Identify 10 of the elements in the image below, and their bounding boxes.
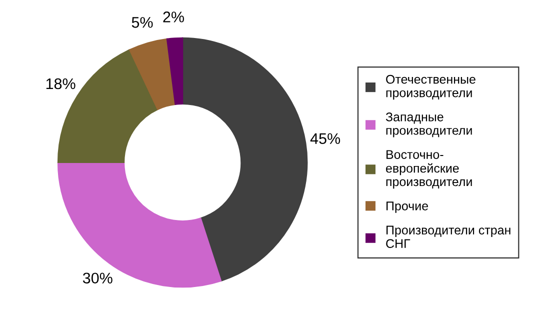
legend-label: Западные производители	[386, 112, 472, 138]
data-label: 2%	[163, 12, 184, 22]
data-label: 18%	[46, 78, 76, 90]
data-label: 30%	[82, 272, 112, 284]
legend-label: Восточно- европейские производители	[386, 150, 472, 189]
legend-label: Производители стран СНГ	[386, 226, 510, 248]
legend-label: Отечественные производители	[386, 74, 476, 100]
data-label: 5%	[132, 17, 153, 28]
legend-label: Прочие	[386, 202, 428, 213]
data-label: 45%	[310, 133, 340, 144]
